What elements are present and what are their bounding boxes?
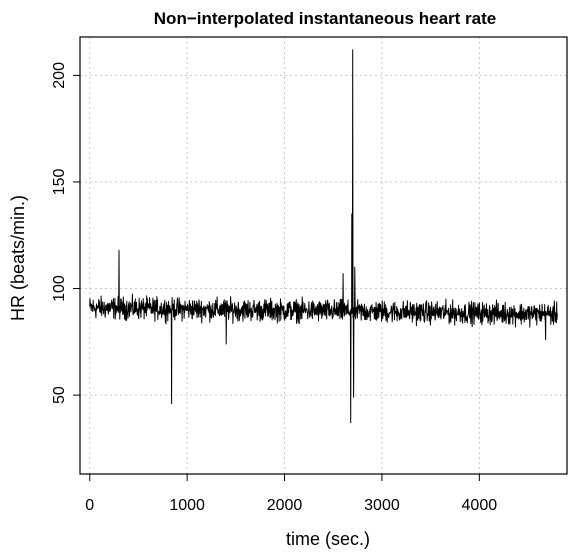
data-series: [89, 49, 558, 424]
x-axis-label: time (sec.): [286, 529, 370, 549]
y-axis-label: HR (beats/min.): [8, 195, 28, 321]
x-axis: 0 1000 2000 3000 4000: [85, 474, 497, 514]
grid-lines: [80, 37, 567, 474]
y-tick-label: 200: [51, 62, 68, 89]
x-tick-label: 2000: [267, 497, 303, 514]
x-tick-label: 3000: [364, 497, 400, 514]
plot-frame: [79, 36, 568, 475]
chart-title: Non−interpolated instantaneous heart rat…: [154, 9, 496, 28]
y-tick-label: 150: [51, 169, 68, 196]
x-tick-label: 1000: [169, 497, 205, 514]
y-tick-label: 100: [51, 275, 68, 302]
x-tick-label: 4000: [462, 497, 498, 514]
y-axis: 50 100 150 200: [51, 62, 80, 404]
x-tick-label: 0: [85, 497, 94, 514]
y-tick-label: 50: [51, 386, 68, 404]
heart-rate-line: [89, 49, 558, 424]
